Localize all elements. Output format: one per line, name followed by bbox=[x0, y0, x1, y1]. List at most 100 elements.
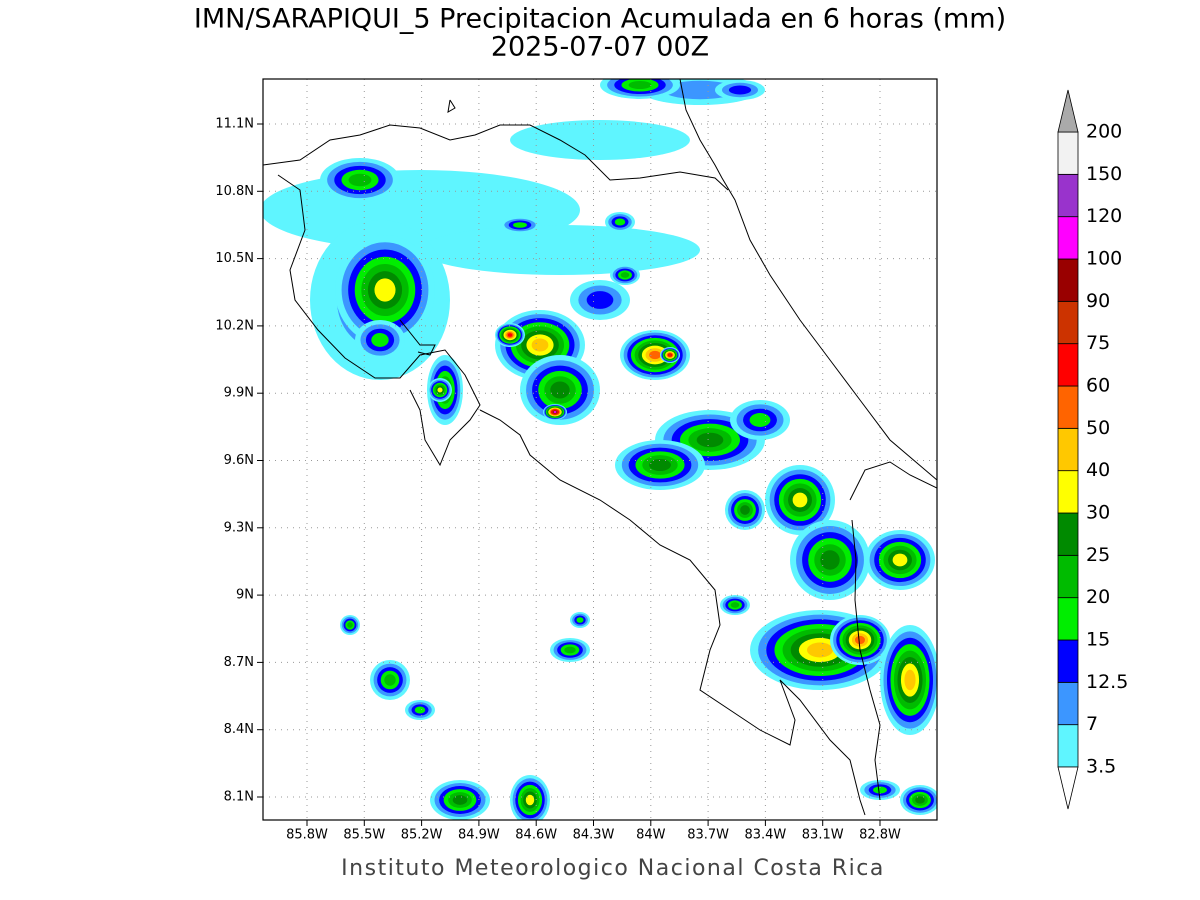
colorbar-label: 40 bbox=[1086, 459, 1110, 481]
precip-contour bbox=[614, 218, 626, 226]
colorbar-box bbox=[1057, 343, 1079, 387]
precip-contour bbox=[513, 222, 527, 228]
precip-contour bbox=[792, 492, 808, 508]
lon-label: 85.2W bbox=[401, 828, 443, 843]
colorbar-label: 15 bbox=[1086, 629, 1110, 651]
precip-contour bbox=[749, 413, 771, 427]
precip-contour bbox=[620, 272, 630, 278]
precip-contour bbox=[806, 642, 834, 658]
coastline bbox=[679, 79, 937, 481]
precip-contour bbox=[873, 786, 887, 794]
precip-contour bbox=[525, 794, 535, 806]
lat-label: 10.5N bbox=[215, 251, 254, 266]
lon-label: 85.5W bbox=[343, 828, 385, 843]
lat-label: 8.7N bbox=[224, 655, 254, 670]
lon-label: 82.8W bbox=[859, 828, 901, 843]
precip-contour bbox=[452, 795, 468, 805]
lat-label: 10.8N bbox=[215, 184, 254, 199]
coastline bbox=[447, 99, 456, 113]
colorbar-label: 50 bbox=[1086, 417, 1110, 439]
precipitation-field bbox=[263, 79, 937, 820]
colorbar-label: 150 bbox=[1086, 163, 1122, 185]
precip-contour bbox=[730, 602, 740, 608]
colorbar-label: 7 bbox=[1086, 713, 1098, 735]
colorbar-box bbox=[1057, 597, 1079, 641]
colorbar-label: 30 bbox=[1086, 502, 1110, 524]
lon-label: 83.4W bbox=[744, 828, 786, 843]
lon-label: 84.3W bbox=[573, 828, 615, 843]
colorbar-label: 12.5 bbox=[1086, 671, 1128, 693]
lat-label: 9.9N bbox=[224, 386, 254, 401]
colorbar-box bbox=[1057, 554, 1079, 599]
precip-contour bbox=[696, 432, 724, 448]
colorbar-under bbox=[1057, 766, 1079, 810]
precip-contour bbox=[892, 553, 908, 567]
lat-label: 9.3N bbox=[224, 520, 254, 535]
colorbar-box bbox=[1057, 724, 1079, 768]
precip-contour bbox=[550, 381, 570, 399]
colorbar-box bbox=[1057, 173, 1079, 218]
colorbar-box bbox=[1057, 427, 1079, 472]
lon-label: 84.6W bbox=[515, 828, 557, 843]
lon-label: 83.7W bbox=[687, 828, 729, 843]
coastline bbox=[263, 124, 729, 191]
lon-label: 85.8W bbox=[286, 828, 328, 843]
precip-contour bbox=[384, 674, 396, 686]
precip-contour bbox=[904, 669, 916, 691]
precip-contour bbox=[855, 635, 865, 645]
colorbar-label: 3.5 bbox=[1086, 756, 1116, 778]
precip-contour bbox=[668, 353, 672, 357]
precip-contour bbox=[510, 120, 690, 160]
colorbar-label: 25 bbox=[1086, 544, 1110, 566]
precip-contour bbox=[586, 291, 614, 309]
precip-contour bbox=[420, 225, 700, 275]
lon-label: 84.9W bbox=[458, 828, 500, 843]
precip-contour bbox=[564, 646, 576, 654]
precip-contour bbox=[649, 350, 661, 360]
subtitle: 2025-07-07 00Z bbox=[491, 32, 709, 63]
coastline bbox=[399, 319, 436, 356]
colorbar-label: 90 bbox=[1086, 290, 1110, 312]
colorbar-box bbox=[1057, 300, 1079, 345]
colorbar-box bbox=[1057, 639, 1079, 683]
precip-contour bbox=[649, 458, 671, 472]
footer: Instituto Meteorologico Nacional Costa R… bbox=[341, 856, 885, 881]
lat-label: 9.6N bbox=[224, 453, 254, 468]
lat-label: 8.4N bbox=[224, 722, 254, 737]
precip-contour bbox=[820, 550, 840, 570]
colorbar-over bbox=[1057, 89, 1079, 133]
coastline bbox=[849, 461, 937, 501]
precip-contour bbox=[348, 173, 372, 187]
colorbar-label: 120 bbox=[1086, 205, 1122, 227]
lon-label: 84W bbox=[636, 828, 666, 843]
coastline bbox=[277, 174, 481, 467]
colorbar-box bbox=[1057, 258, 1079, 302]
colorbar-label: 100 bbox=[1086, 248, 1122, 270]
precip-contour bbox=[576, 617, 584, 623]
colorbar-box bbox=[1057, 216, 1079, 260]
lat-label: 9N bbox=[236, 588, 254, 603]
lat-label: 11.1N bbox=[215, 117, 254, 132]
precip-contour bbox=[728, 85, 752, 95]
colorbar-box bbox=[1057, 681, 1079, 726]
precip-contour bbox=[374, 278, 396, 302]
precip-contour bbox=[347, 622, 353, 628]
colorbar-box bbox=[1057, 131, 1079, 175]
colorbar-label: 60 bbox=[1086, 375, 1110, 397]
precip-contour bbox=[507, 333, 513, 337]
coastline bbox=[851, 519, 881, 801]
colorbar-box bbox=[1057, 385, 1079, 429]
precip-contour bbox=[531, 338, 549, 352]
colorbar-label: 75 bbox=[1086, 332, 1110, 354]
coastline bbox=[479, 409, 866, 816]
colorbar-label: 200 bbox=[1086, 121, 1122, 143]
precip-contour bbox=[437, 387, 443, 393]
map-frame bbox=[262, 78, 938, 821]
precip-contour bbox=[371, 333, 389, 347]
lat-label: 10.2N bbox=[215, 318, 254, 333]
precip-contour bbox=[628, 81, 652, 89]
colorbar-box bbox=[1057, 512, 1079, 556]
lon-label: 83.1W bbox=[802, 828, 844, 843]
coastlines bbox=[263, 79, 937, 816]
